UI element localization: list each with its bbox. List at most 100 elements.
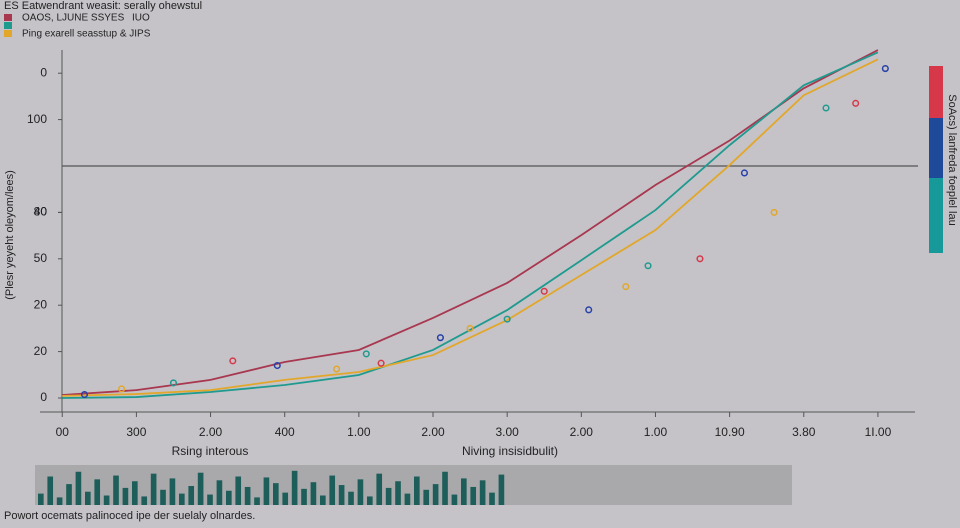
overview-bar xyxy=(395,481,401,505)
scatter-point xyxy=(770,208,778,216)
overview-bar xyxy=(357,479,364,505)
overview-bar xyxy=(320,495,326,505)
overview-bar xyxy=(263,477,270,505)
x-tick-label: 1.00 xyxy=(644,425,668,439)
scatter-point xyxy=(362,350,370,358)
overview-bar xyxy=(244,486,251,505)
colorbar-segment xyxy=(929,66,943,118)
y-tick-label: 40 xyxy=(34,205,48,219)
scatter-point xyxy=(333,365,341,373)
overview-bar xyxy=(179,493,185,505)
x-tick-label: 2.00 xyxy=(570,425,594,439)
overview-bar xyxy=(329,475,336,505)
overview-bar xyxy=(442,471,448,505)
scatter-point xyxy=(118,385,126,393)
y-tick-label: 50 xyxy=(34,251,48,265)
overview-bar xyxy=(113,475,119,505)
x-axis-label: Rsing interous xyxy=(172,444,249,458)
x-tick-label: 00 xyxy=(56,425,70,439)
overview-bar xyxy=(169,478,176,505)
scatter-point xyxy=(622,283,630,291)
scatter-point xyxy=(585,306,593,314)
scatter-point xyxy=(377,359,385,367)
overview-bar xyxy=(404,493,411,505)
colorbar-label: SoAcs) lanfreda foeplel lau xyxy=(946,94,958,225)
x-tick-label: 10.90 xyxy=(715,425,745,439)
overview-bar xyxy=(282,492,289,505)
overview-bar xyxy=(150,473,157,505)
x-tick-label: 2.00 xyxy=(421,425,445,439)
scatter-point xyxy=(696,255,704,263)
x-tick-label: 2.00 xyxy=(199,425,223,439)
overview-bar xyxy=(47,476,54,505)
overview-panel xyxy=(35,465,792,505)
y-tick-label: 20 xyxy=(34,344,48,358)
x-tick-label: 300 xyxy=(126,425,146,439)
x-tick-label: 3.00 xyxy=(495,425,519,439)
overview-bar xyxy=(498,474,505,505)
y-tick-label: 20 xyxy=(34,297,48,311)
overview-bar xyxy=(66,484,72,505)
overview-bar xyxy=(197,472,204,505)
overview-bar xyxy=(85,491,91,505)
overview-bar xyxy=(348,491,354,505)
overview-bar xyxy=(423,489,430,505)
y-tick-label: 100 xyxy=(27,112,47,126)
overview-bar xyxy=(254,497,260,505)
scatter-point xyxy=(229,357,237,365)
overview-bar xyxy=(479,480,486,505)
overview-bar xyxy=(470,486,477,505)
scatter-point xyxy=(169,379,178,387)
overview-bar xyxy=(56,497,63,505)
overview-bar xyxy=(226,490,232,505)
legend-swatch xyxy=(4,30,12,37)
scatter-point xyxy=(644,262,652,270)
overview-bar xyxy=(310,482,317,505)
overview-bar xyxy=(132,481,138,505)
overview-bar xyxy=(367,496,373,505)
legend-label: OAOS, LJUNE SSYES xyxy=(22,13,125,24)
overview-bar xyxy=(122,487,129,505)
overview-bar xyxy=(94,479,101,505)
colorbar-segment xyxy=(929,118,943,178)
footer: Powort ocemats palinoced ipe der suelaly… xyxy=(4,510,255,522)
scatter-point xyxy=(503,315,511,323)
overview-bar xyxy=(235,476,242,505)
y-tick-label: 0 xyxy=(40,65,47,79)
series-line xyxy=(62,49,879,396)
overview-bar xyxy=(385,487,392,505)
y-axis-label: (Plesr yeyeht oleyom/lees) xyxy=(4,170,16,300)
scatter-point xyxy=(436,334,444,342)
colorbar-segment xyxy=(929,178,943,253)
overview-bar xyxy=(291,470,298,505)
y-tick-label: 0 xyxy=(40,390,47,404)
x-tick-label: 1.00 xyxy=(347,425,371,439)
y-tick-label: 80 xyxy=(34,205,48,219)
overview-bar xyxy=(188,486,195,505)
scatter-point xyxy=(881,65,889,73)
overview-bar xyxy=(338,485,345,505)
overview-bar xyxy=(273,483,279,505)
scatter-point xyxy=(80,390,89,399)
x-tick-label: 3.80 xyxy=(792,425,816,439)
overview-bar xyxy=(75,471,82,505)
overview-bar xyxy=(489,492,495,505)
overview-bar xyxy=(451,494,458,505)
overview-bar xyxy=(301,488,307,505)
overview-bar xyxy=(432,484,439,505)
overview-bar xyxy=(461,478,467,505)
chart-title: ES Eatwendrant weasit: serally ohewstul xyxy=(4,0,202,12)
overview-bar xyxy=(207,494,213,505)
scatter-point xyxy=(540,287,548,295)
x-axis-label: Niving insisidbulit) xyxy=(462,444,558,458)
legend-swatch xyxy=(4,22,12,29)
legend-label: IUO xyxy=(132,13,150,24)
scatter-point xyxy=(852,99,860,107)
overview-bar xyxy=(103,495,110,505)
legend-swatch xyxy=(4,14,12,21)
overview-bar xyxy=(414,476,420,505)
series-line xyxy=(62,51,879,399)
x-tick-label: 1I.00 xyxy=(865,425,892,439)
